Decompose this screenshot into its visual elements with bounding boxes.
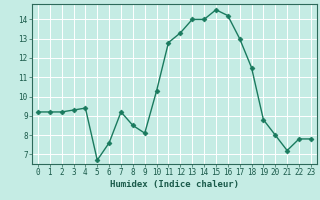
X-axis label: Humidex (Indice chaleur): Humidex (Indice chaleur) — [110, 180, 239, 189]
